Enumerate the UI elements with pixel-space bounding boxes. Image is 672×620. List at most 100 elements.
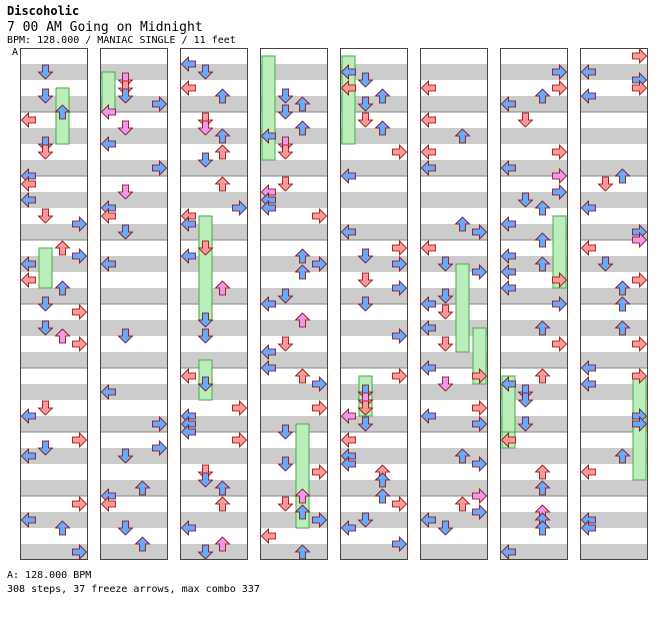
step-arrow: [392, 496, 408, 512]
step-arrow: [500, 216, 516, 232]
step-arrow: [500, 248, 516, 264]
freeze-arrow: [341, 55, 356, 145]
step-arrow: [552, 80, 568, 96]
step-arrow: [180, 248, 196, 264]
chart-column: [20, 48, 88, 560]
step-arrow: [420, 320, 436, 336]
step-arrow: [437, 336, 454, 352]
step-arrow: [614, 448, 631, 464]
step-arrow: [180, 520, 196, 536]
step-arrow: [632, 272, 648, 288]
step-arrow: [100, 256, 116, 272]
step-arrow: [294, 96, 311, 112]
step-arrow: [392, 536, 408, 552]
step-arrow: [552, 144, 568, 160]
step-arrow: [54, 240, 71, 256]
step-arrow: [340, 80, 356, 96]
chart-column: [260, 48, 328, 560]
step-arrow: [277, 424, 294, 440]
chart-column: [180, 48, 248, 560]
step-arrow: [580, 464, 596, 480]
step-arrow: [420, 296, 436, 312]
step-arrow: [472, 264, 488, 280]
step-arrow: [500, 544, 516, 560]
step-arrow: [20, 448, 36, 464]
step-arrow: [277, 336, 294, 352]
step-arrow: [54, 280, 71, 296]
step-arrow: [534, 232, 551, 248]
step-arrow: [294, 504, 311, 520]
step-arrow: [357, 384, 374, 400]
step-arrow: [454, 128, 471, 144]
step-arrow: [277, 104, 294, 120]
step-arrow: [580, 240, 596, 256]
step-arrow: [20, 512, 36, 528]
step-arrow: [197, 472, 214, 488]
step-arrow: [340, 168, 356, 184]
step-arrow: [117, 520, 134, 536]
step-arrow: [357, 512, 374, 528]
step-arrow: [117, 72, 134, 88]
step-arrow: [294, 368, 311, 384]
step-arrow: [357, 296, 374, 312]
step-arrow: [357, 72, 374, 88]
step-arrow: [197, 152, 214, 168]
step-arrow: [552, 336, 568, 352]
step-arrow: [500, 96, 516, 112]
step-arrow: [37, 440, 54, 456]
step-arrow: [357, 248, 374, 264]
freeze-arrow: [38, 247, 53, 289]
step-arrow: [534, 368, 551, 384]
step-arrow: [54, 520, 71, 536]
step-arrow: [340, 456, 356, 472]
step-arrow: [357, 416, 374, 432]
step-arrow: [214, 496, 231, 512]
step-arrow: [37, 64, 54, 80]
step-arrow: [420, 512, 436, 528]
step-arrow: [100, 104, 116, 120]
step-arrow: [580, 200, 596, 216]
step-arrow: [454, 216, 471, 232]
step-arrow: [500, 264, 516, 280]
step-arrow: [500, 280, 516, 296]
step-arrow: [100, 496, 116, 512]
chart-column: [500, 48, 568, 560]
step-arrow: [472, 456, 488, 472]
step-arrow: [214, 144, 231, 160]
step-arrow: [614, 280, 631, 296]
step-arrow: [472, 400, 488, 416]
step-arrow: [472, 504, 488, 520]
step-arrow: [37, 136, 54, 152]
step-arrow: [517, 416, 534, 432]
step-arrow: [294, 264, 311, 280]
step-arrow: [197, 112, 214, 128]
step-arrow: [357, 272, 374, 288]
step-arrow: [392, 328, 408, 344]
step-arrow: [632, 416, 648, 432]
step-arrow: [197, 328, 214, 344]
step-arrow: [214, 176, 231, 192]
step-arrow: [374, 88, 391, 104]
step-arrow: [580, 88, 596, 104]
step-arrow: [260, 360, 276, 376]
chart-column: [580, 48, 648, 560]
step-arrow: [374, 472, 391, 488]
step-arrow: [197, 464, 214, 480]
step-arrow: [392, 144, 408, 160]
step-arrow: [134, 536, 151, 552]
bpm-marker: A: [12, 47, 19, 58]
step-arrow: [260, 128, 276, 144]
step-arrow: [197, 240, 214, 256]
step-arrow: [54, 104, 71, 120]
step-arrow: [420, 360, 436, 376]
step-arrow: [277, 456, 294, 472]
step-arrow: [72, 544, 88, 560]
step-arrow: [277, 88, 294, 104]
step-arrow: [72, 496, 88, 512]
step-arrow: [517, 192, 534, 208]
step-arrow: [357, 96, 374, 112]
step-arrow: [312, 256, 328, 272]
step-arrow: [294, 120, 311, 136]
step-arrow: [374, 120, 391, 136]
step-arrow: [632, 48, 648, 64]
